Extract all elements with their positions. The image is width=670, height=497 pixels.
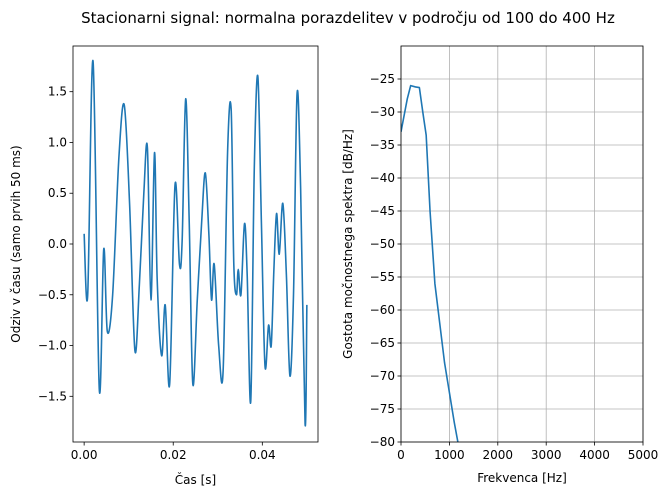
time-y-tick-label: 1.5 bbox=[48, 85, 67, 99]
psd-y-tick-label: −65 bbox=[370, 336, 395, 350]
figure-suptitle: Stacionarni signal: normalna porazdelite… bbox=[81, 9, 615, 27]
psd-y-axis-ticks: −80 −75 −70 −65 −60 −55 −50 −45 −40 −35 −30 −25 bbox=[370, 72, 401, 449]
psd-y-tick-label: −70 bbox=[370, 369, 395, 383]
psd-y-tick-label: −60 bbox=[370, 303, 395, 317]
time-y-tick-label: −1.0 bbox=[38, 339, 67, 353]
psd-y-axis-label: Gostota močnostnega spektra [dB/Hz] bbox=[341, 129, 355, 359]
psd-y-tick-label: −35 bbox=[370, 138, 395, 152]
psd-x-tick-label: 4000 bbox=[579, 448, 610, 462]
psd-x-tick-label: 2000 bbox=[483, 448, 514, 462]
psd-x-axis-label: Frekvenca [Hz] bbox=[477, 471, 567, 485]
psd-y-tick-label: −30 bbox=[370, 105, 395, 119]
time-x-axis-ticks: 0.00 0.02 0.04 bbox=[71, 442, 276, 462]
psd-series-line bbox=[401, 84, 459, 442]
psd-y-tick-label: −50 bbox=[370, 237, 395, 251]
time-y-tick-label: 0.0 bbox=[48, 237, 67, 251]
time-response-series-line bbox=[83, 60, 308, 427]
psd-x-tick-label: 3000 bbox=[531, 448, 562, 462]
psd-y-tick-label: −75 bbox=[370, 402, 395, 416]
psd-chart: −80 −75 −70 −65 −60 −55 −50 −45 −40 −35 −30 −25 0 10… bbox=[341, 45, 658, 485]
time-x-tick-label: 0.02 bbox=[160, 448, 187, 462]
time-y-tick-label: 0.5 bbox=[48, 186, 67, 200]
time-y-tick-label: 1.0 bbox=[48, 135, 67, 149]
psd-x-axis-ticks: 0 1000 2000 3000 4000 5000 bbox=[397, 442, 658, 462]
psd-y-tick-label: −55 bbox=[370, 270, 395, 284]
time-x-tick-label: 0.00 bbox=[71, 448, 98, 462]
psd-x-tick-label: 1000 bbox=[434, 448, 465, 462]
time-y-axis-ticks: −1.5 −1.0 −0.5 0.0 0.5 1.0 1.5 bbox=[38, 85, 73, 403]
time-plot-frame bbox=[72, 45, 319, 443]
time-x-axis-label: Čas [s] bbox=[175, 472, 216, 487]
psd-y-tick-label: −45 bbox=[370, 204, 395, 218]
time-chart: −1.5 −1.0 −0.5 0.0 0.5 1.0 1.5 0.00 0.02 0.04 Ča… bbox=[9, 45, 319, 487]
time-y-tick-label: −0.5 bbox=[38, 288, 67, 302]
psd-plot-frame bbox=[400, 45, 644, 443]
psd-x-tick-label: 0 bbox=[397, 448, 405, 462]
psd-y-tick-label: −25 bbox=[370, 72, 395, 86]
psd-y-tick-label: −40 bbox=[370, 171, 395, 185]
psd-x-tick-label: 5000 bbox=[628, 448, 659, 462]
time-y-tick-label: −1.5 bbox=[38, 389, 67, 403]
time-x-tick-label: 0.04 bbox=[249, 448, 276, 462]
time-y-axis-label: Odziv v času (samo prvih 50 ms) bbox=[9, 145, 23, 342]
time-plot-area bbox=[73, 46, 318, 442]
psd-y-tick-label: −80 bbox=[370, 435, 395, 449]
